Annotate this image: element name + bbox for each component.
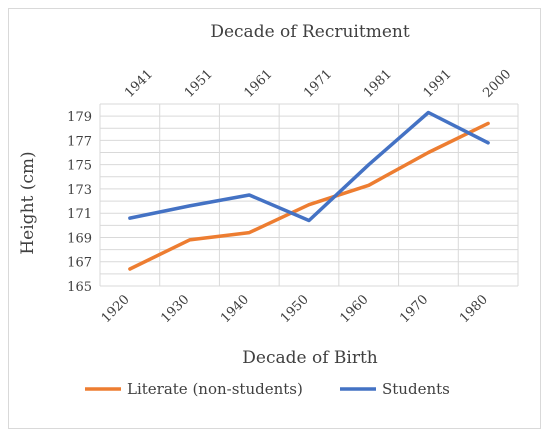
y-axis-title: Height (cm)	[18, 151, 38, 254]
y-tick-label-171: 171	[67, 207, 92, 222]
y-tick-label-175: 175	[67, 159, 92, 174]
x-tick-label-1980: 1980	[457, 292, 491, 326]
top-tick-label-1991: 1991	[421, 67, 455, 101]
y-tick-label-167: 167	[67, 256, 92, 271]
legend: Literate (non-students) Students	[85, 380, 450, 398]
x-axis-title: Decade of Birth	[242, 348, 378, 368]
top-axis-title: Decade of Recruitment	[210, 22, 409, 42]
x-tick-label-1950: 1950	[278, 292, 312, 326]
top-tick-label-1971: 1971	[301, 67, 335, 101]
top-tick-label-1941: 1941	[122, 67, 156, 101]
top-tick-label-1961: 1961	[242, 67, 276, 101]
y-tick-label-177: 177	[67, 134, 92, 149]
y-tick-labels: 165 167 169 171 173 175 177 179	[67, 110, 92, 295]
y-tick-label-173: 173	[67, 183, 92, 198]
series-line-0	[128, 121, 490, 271]
top-tick-label-1951: 1951	[182, 67, 216, 101]
x-tick-label-1970: 1970	[397, 292, 431, 326]
legend-label-0: Literate (non-students)	[127, 380, 303, 398]
series-lines	[128, 110, 490, 271]
series-line-1	[128, 110, 490, 223]
x-tick-labels: 1920 1930 1940 1950 1960 1970 1980	[99, 292, 491, 326]
y-tick-label-165: 165	[67, 280, 92, 295]
x-tick-label-1920: 1920	[99, 292, 133, 326]
legend-label-1: Students	[382, 380, 450, 398]
y-tick-label-169: 169	[67, 231, 92, 246]
x-tick-label-1930: 1930	[158, 292, 192, 326]
top-tick-label-1981: 1981	[361, 67, 395, 101]
y-tick-label-179: 179	[67, 110, 92, 125]
chart-frame	[8, 8, 541, 429]
gridlines	[99, 103, 519, 287]
x-tick-label-1960: 1960	[338, 292, 372, 326]
x-tick-label-1940: 1940	[218, 292, 252, 326]
top-tick-label-2000: 2000	[480, 67, 514, 101]
top-tick-labels: 1941 1951 1961 1971 1981 1991 2000	[122, 67, 514, 101]
